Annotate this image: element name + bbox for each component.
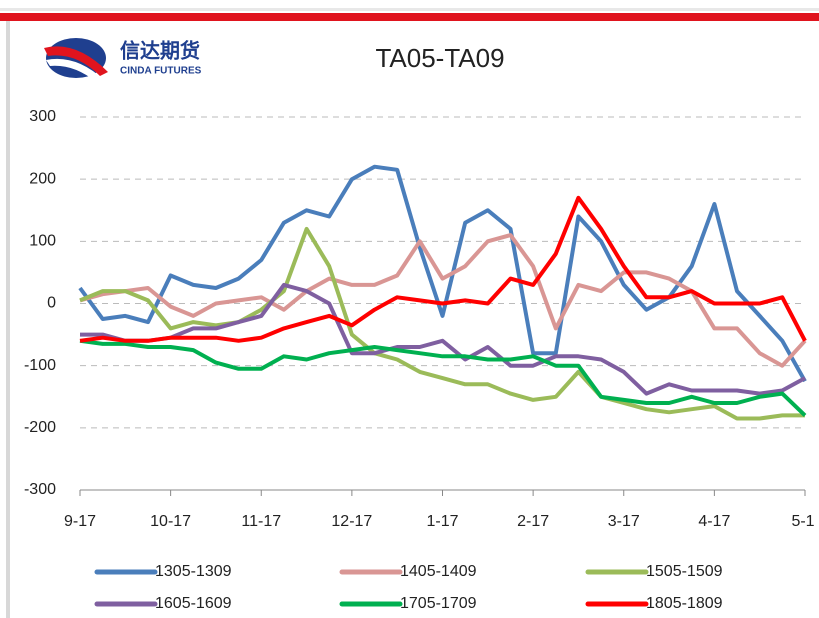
- x-tick-label: 11-17: [241, 513, 281, 530]
- y-tick-label: 0: [47, 295, 56, 312]
- y-tick-label: -300: [24, 481, 56, 498]
- x-tick-label: 10-17: [150, 513, 191, 530]
- legend-label: 1305-1309: [155, 563, 232, 580]
- x-tick-label: 3-17: [608, 513, 640, 530]
- legend-label: 1405-1409: [400, 563, 477, 580]
- y-tick-label: -100: [24, 357, 56, 374]
- series-line: [79, 233, 807, 368]
- x-tick-label: 4-17: [698, 513, 730, 530]
- x-tick-label: 2-17: [517, 513, 549, 530]
- logo-en: CINDA FUTURES: [120, 66, 202, 77]
- chart-title: TA05-TA09: [375, 43, 504, 73]
- left-frame: [6, 21, 10, 618]
- legend-label: 1705-1709: [400, 595, 477, 612]
- y-tick-label: 300: [29, 108, 56, 125]
- series-line: [79, 338, 807, 417]
- logo-cn: 信达期货: [120, 38, 200, 62]
- logo: [44, 38, 108, 82]
- x-tick-label: 5-1: [791, 513, 814, 530]
- series-line: [80, 282, 806, 396]
- legend-label: 1805-1809: [646, 595, 723, 612]
- y-tick-label: 100: [29, 233, 56, 250]
- series-line: [78, 164, 807, 383]
- x-tick-label: 1-17: [426, 513, 458, 530]
- top-frame: [0, 8, 819, 11]
- series-line: [79, 195, 807, 343]
- x-tick-label: 12-17: [331, 513, 372, 530]
- x-tick-label: 9-17: [64, 513, 96, 530]
- series-line: [79, 226, 805, 421]
- legend-label: 1605-1609: [155, 595, 232, 612]
- y-tick-label: 200: [29, 170, 56, 187]
- top-bar: [0, 13, 819, 21]
- y-tick-label: -200: [24, 419, 56, 436]
- legend-label: 1505-1509: [646, 563, 723, 580]
